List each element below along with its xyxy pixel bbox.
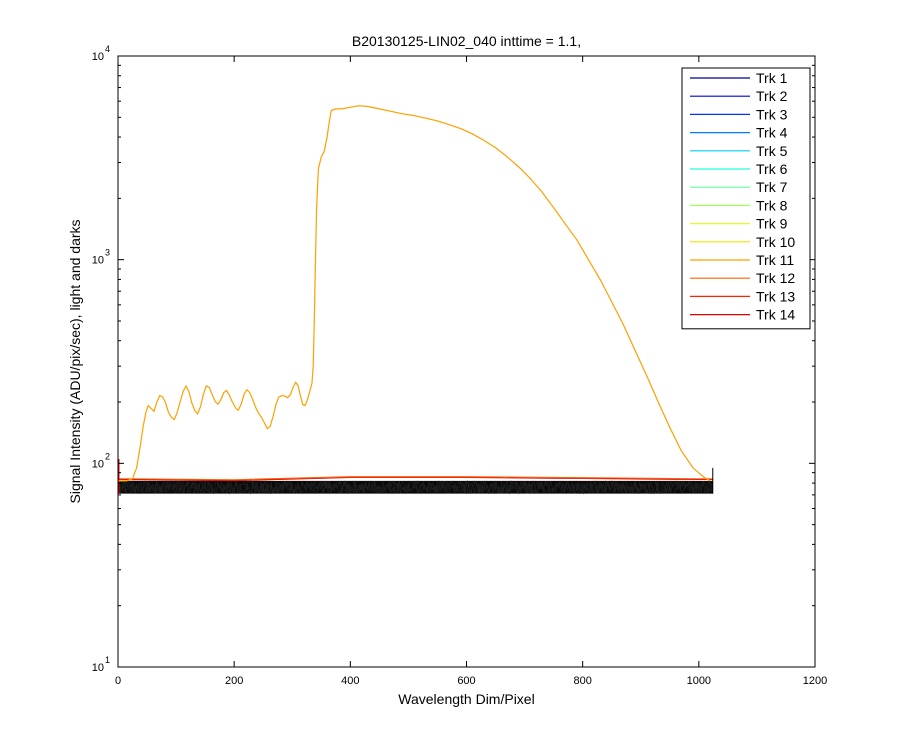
y-tick-label-exponent: 2: [105, 451, 110, 461]
dark-band-red-edge: [118, 477, 713, 482]
x-tick-label: 200: [225, 675, 243, 687]
y-tick-label: 10: [92, 51, 104, 63]
legend-box: [681, 67, 811, 330]
dark-band-noise: [118, 479, 714, 495]
dark-band-noise: [118, 479, 714, 495]
chart-title: B20130125-LIN02_040 inttime = 1.1,: [352, 33, 581, 49]
x-tick-label: 600: [457, 675, 475, 687]
y-tick-label-exponent: 1: [105, 655, 110, 665]
legend-label: Trk 5: [756, 143, 788, 159]
legend-label: Trk 2: [756, 88, 788, 104]
x-axis-label: Wavelength Dim/Pixel: [398, 691, 534, 707]
dark-band-top-edge: [118, 476, 713, 481]
y-tick-label: 10: [92, 255, 104, 267]
x-tick-label: 800: [573, 675, 591, 687]
legend-label: Trk 1: [756, 70, 788, 86]
y-tick-label: 10: [92, 458, 104, 470]
y-tick-label: 10: [92, 662, 104, 674]
x-tick-label: 1200: [803, 675, 827, 687]
x-tick-label: 1000: [687, 675, 711, 687]
x-tick-label: 400: [341, 675, 359, 687]
legend-label: Trk 13: [756, 288, 795, 304]
legend-label: Trk 11: [756, 252, 794, 268]
legend-label: Trk 6: [756, 161, 788, 177]
legend-label: Trk 10: [756, 234, 795, 250]
legend-label: Trk 7: [756, 179, 788, 195]
legend-label: Trk 3: [756, 106, 788, 122]
y-tick-label-exponent: 4: [105, 44, 110, 54]
y-axis-label: Signal Intensity (ADU/pix/sec), light an…: [67, 219, 83, 503]
legend: Trk 1 Trk 2 Trk 3 Trk 4 Trk 5 Trk 6 Trk 7 Trk 8…: [681, 67, 811, 330]
series-line-trk-11: [118, 105, 711, 482]
x-tick-label: 0: [115, 675, 121, 687]
legend-label: Trk 4: [756, 125, 788, 141]
series-lines: [118, 105, 711, 482]
x-axis: 0 200 400 600 800 1000 1200: [115, 56, 827, 687]
y-tick-label-exponent: 3: [105, 248, 110, 258]
dark-frames-band: [118, 459, 714, 495]
legend-label: Trk 12: [756, 270, 795, 286]
legend-label: Trk 8: [756, 197, 788, 213]
legend-label: Trk 9: [756, 216, 788, 232]
legend-label: Trk 14: [756, 307, 795, 323]
